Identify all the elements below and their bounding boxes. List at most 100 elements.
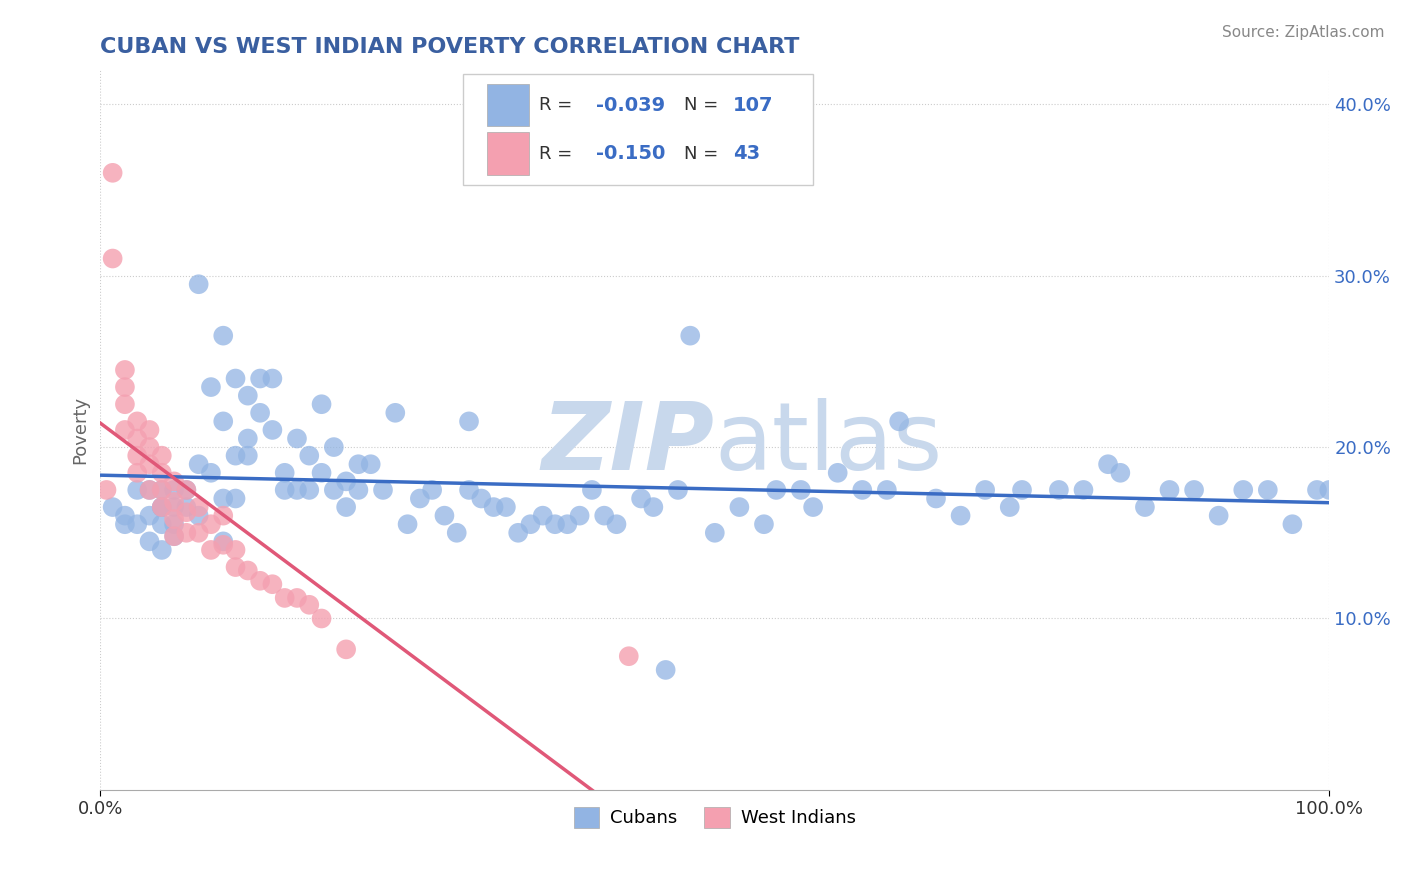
Point — [1097, 457, 1119, 471]
Point — [127, 466, 149, 480]
Point — [889, 414, 911, 428]
Point — [666, 483, 689, 497]
FancyBboxPatch shape — [488, 84, 529, 127]
Text: R =: R = — [538, 145, 578, 162]
Point — [801, 500, 824, 514]
Point — [163, 500, 186, 514]
Point — [236, 432, 259, 446]
Point — [200, 466, 222, 480]
Point — [703, 525, 725, 540]
Point — [163, 517, 186, 532]
Point — [138, 508, 160, 523]
Text: R =: R = — [538, 96, 578, 114]
Point — [790, 483, 813, 497]
Point — [728, 500, 751, 514]
Point — [1317, 483, 1340, 497]
Point — [200, 543, 222, 558]
Point — [311, 397, 333, 411]
Point — [273, 483, 295, 497]
Point — [262, 423, 284, 437]
Point — [163, 529, 186, 543]
Point — [225, 449, 247, 463]
Point — [163, 495, 186, 509]
Point — [114, 508, 136, 523]
Point — [322, 440, 344, 454]
Point — [581, 483, 603, 497]
Point — [360, 457, 382, 471]
Point — [335, 500, 357, 514]
Point — [176, 525, 198, 540]
Point — [212, 534, 235, 549]
Point — [225, 543, 247, 558]
Point — [949, 508, 972, 523]
Point — [163, 529, 186, 543]
Point — [458, 483, 481, 497]
Point — [150, 500, 173, 514]
Point — [420, 483, 443, 497]
Point — [187, 457, 209, 471]
Point — [101, 252, 124, 266]
Point — [285, 483, 308, 497]
Point — [285, 591, 308, 605]
Point — [1011, 483, 1033, 497]
Point — [187, 500, 209, 514]
Text: ZIP: ZIP — [541, 399, 714, 491]
Text: Source: ZipAtlas.com: Source: ZipAtlas.com — [1222, 25, 1385, 40]
Point — [384, 406, 406, 420]
Text: -0.150: -0.150 — [596, 145, 665, 163]
Point — [114, 363, 136, 377]
Point — [249, 371, 271, 385]
Point — [765, 483, 787, 497]
Point — [298, 483, 321, 497]
Point — [127, 517, 149, 532]
Point — [114, 380, 136, 394]
Text: 107: 107 — [734, 95, 773, 114]
Point — [150, 543, 173, 558]
Point — [127, 449, 149, 463]
Point — [150, 483, 173, 497]
Point — [371, 483, 394, 497]
Point — [236, 389, 259, 403]
Point — [127, 414, 149, 428]
Point — [114, 397, 136, 411]
Point — [679, 328, 702, 343]
FancyBboxPatch shape — [463, 73, 813, 186]
Point — [150, 466, 173, 480]
Point — [138, 483, 160, 497]
Text: N =: N = — [685, 145, 724, 162]
Point — [752, 517, 775, 532]
Point — [851, 483, 873, 497]
Point — [544, 517, 567, 532]
Point — [925, 491, 948, 506]
Point — [335, 475, 357, 489]
Point — [654, 663, 676, 677]
Point — [150, 500, 173, 514]
Point — [617, 649, 640, 664]
Point — [212, 328, 235, 343]
Point — [138, 534, 160, 549]
Point — [114, 517, 136, 532]
Point — [249, 574, 271, 588]
Point — [101, 166, 124, 180]
Point — [470, 491, 492, 506]
Point — [150, 517, 173, 532]
Text: -0.039: -0.039 — [596, 95, 665, 114]
Point — [322, 483, 344, 497]
Point — [876, 483, 898, 497]
Point — [114, 423, 136, 437]
Point — [176, 500, 198, 514]
Point — [298, 598, 321, 612]
Point — [262, 577, 284, 591]
Point — [273, 466, 295, 480]
Point — [163, 483, 186, 497]
Point — [236, 449, 259, 463]
Point — [1133, 500, 1156, 514]
Point — [298, 449, 321, 463]
Point — [519, 517, 541, 532]
Point — [643, 500, 665, 514]
Point — [101, 500, 124, 514]
Point — [187, 508, 209, 523]
Point — [285, 432, 308, 446]
Point — [96, 483, 118, 497]
Point — [1159, 483, 1181, 497]
